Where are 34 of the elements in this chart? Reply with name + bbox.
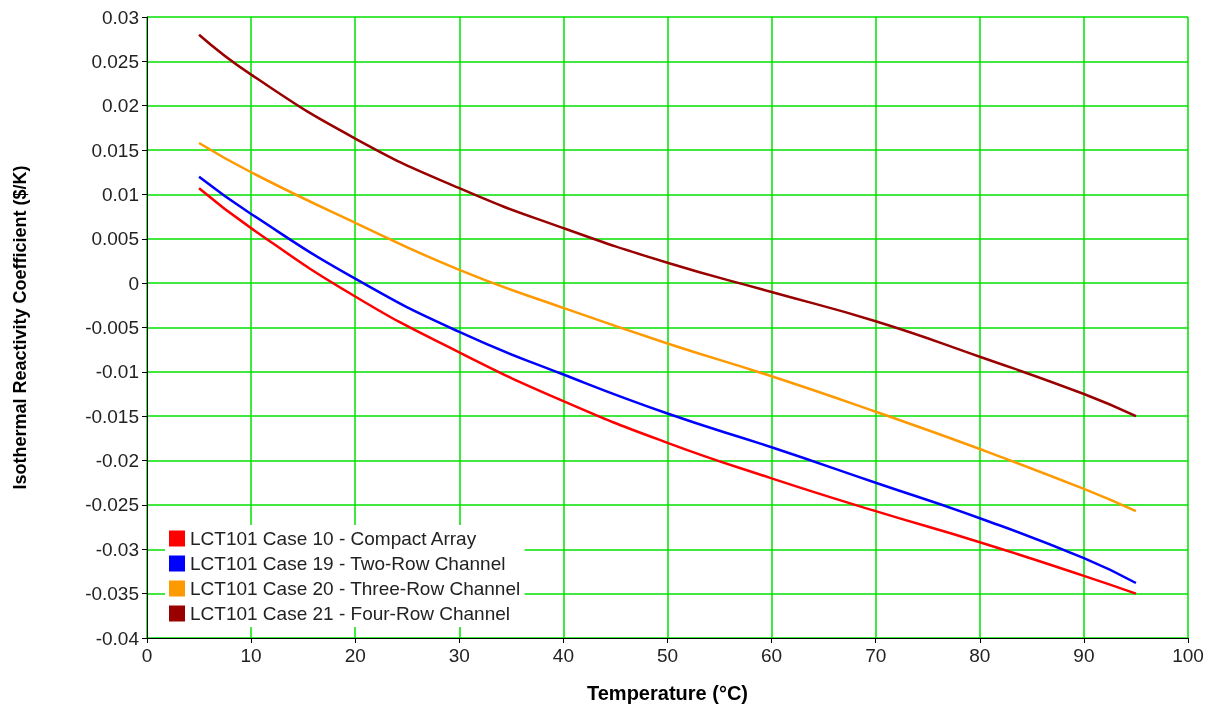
y-tick-label: -0.015 [85, 405, 139, 427]
legend-label: LCT101 Case 10 - Compact Array [190, 528, 477, 549]
line-series [197, 141, 1138, 513]
y-tick-label: -0.005 [85, 317, 139, 338]
x-tick-label: 80 [969, 645, 991, 666]
y-tick-label: 0.02 [102, 95, 139, 117]
y-tick-label: 0.03 [102, 6, 139, 28]
y-tick-label: -0.035 [85, 583, 139, 605]
y-tick-label: -0.01 [95, 361, 139, 383]
x-tick-label: 100 [1172, 645, 1204, 666]
x-tick-label: 70 [865, 645, 887, 666]
y-tick-label: 0 [128, 272, 139, 294]
y-tick-label: 0.005 [91, 228, 139, 250]
y-tick-label: 0.025 [91, 50, 139, 72]
x-tick-label: 30 [448, 645, 470, 666]
y-tick-label: -0.025 [85, 494, 139, 516]
y-tick-label: -0.02 [95, 450, 139, 472]
x-tick-label: 10 [240, 645, 262, 666]
legend-label: LCT101 Case 19 - Two-Row Channel [190, 553, 506, 574]
x-tick-label: 0 [141, 645, 153, 666]
legend-label: LCT101 Case 20 - Three-Row Channel [190, 578, 521, 599]
x-tick-label: 90 [1073, 645, 1095, 666]
legend-label: LCT101 Case 21 - Four-Row Channel [190, 603, 510, 624]
x-tick-label: 40 [552, 645, 574, 666]
x-tick-label: 50 [656, 645, 679, 666]
y-tick-label: -0.03 [95, 538, 139, 560]
y-tick-label: -0.04 [95, 627, 140, 649]
x-axis-title: Temperature (°C) [587, 682, 748, 704]
line-series [197, 33, 1138, 418]
x-tick-label: 20 [344, 645, 366, 666]
y-tick-label: 0.01 [102, 183, 139, 205]
y-tick-label: 0.015 [91, 139, 139, 161]
x-tick-label: 60 [761, 645, 783, 666]
y-axis-title: Isothermal Reactivity Coefficient ($/K) [10, 165, 30, 490]
